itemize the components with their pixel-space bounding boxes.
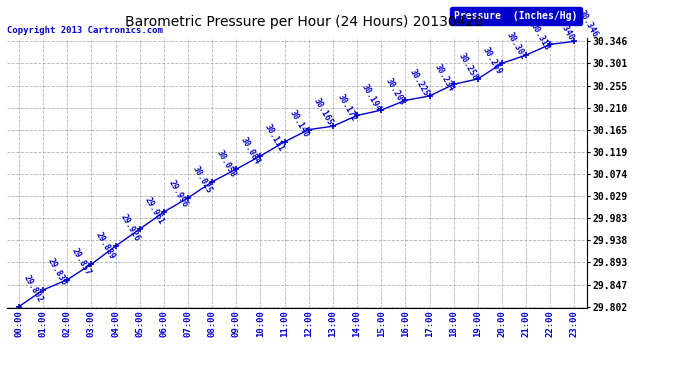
Text: 30.194: 30.194 <box>360 82 383 113</box>
Text: 30.340: 30.340 <box>553 11 576 42</box>
Pressure  (Inches/Hg) <box>450 82 458 87</box>
Pressure  (Inches/Hg) <box>87 262 95 266</box>
Pressure  (Inches/Hg) <box>63 278 72 282</box>
Text: 30.346: 30.346 <box>578 8 600 39</box>
Pressure  (Inches/Hg) <box>402 98 410 103</box>
Text: 30.318: 30.318 <box>529 22 552 52</box>
Text: 30.025: 30.025 <box>191 165 214 195</box>
Pressure  (Inches/Hg) <box>208 180 217 184</box>
Pressure  (Inches/Hg) <box>280 140 288 144</box>
Pressure  (Inches/Hg) <box>546 42 555 46</box>
Text: 30.172: 30.172 <box>336 93 359 123</box>
Legend: Pressure  (Inches/Hg): Pressure (Inches/Hg) <box>451 7 582 25</box>
Pressure  (Inches/Hg) <box>353 113 362 118</box>
Pressure  (Inches/Hg) <box>39 288 47 292</box>
Pressure  (Inches/Hg) <box>304 128 313 132</box>
Text: 30.140: 30.140 <box>288 108 310 139</box>
Text: 30.111: 30.111 <box>264 123 286 153</box>
Pressure  (Inches/Hg) <box>570 39 578 44</box>
Pressure  (Inches/Hg) <box>111 244 120 248</box>
Text: 30.269: 30.269 <box>481 46 504 76</box>
Pressure  (Inches/Hg) <box>425 94 433 98</box>
Pressure  (Inches/Hg) <box>329 124 337 129</box>
Text: 29.926: 29.926 <box>119 213 141 243</box>
Pressure  (Inches/Hg) <box>377 108 385 112</box>
Pressure  (Inches/Hg) <box>232 167 240 171</box>
Text: 30.205: 30.205 <box>384 77 407 107</box>
Text: Copyright 2013 Cartronics.com: Copyright 2013 Cartronics.com <box>7 26 163 35</box>
Text: 29.802: 29.802 <box>22 273 45 304</box>
Text: 29.889: 29.889 <box>95 231 117 261</box>
Text: 29.996: 29.996 <box>167 179 190 209</box>
Pressure  (Inches/Hg) <box>522 53 530 57</box>
Pressure  (Inches/Hg) <box>135 227 144 231</box>
Text: 30.258: 30.258 <box>457 51 480 81</box>
Line: Pressure  (Inches/Hg): Pressure (Inches/Hg) <box>15 38 578 310</box>
Text: 30.084: 30.084 <box>239 136 262 166</box>
Text: 30.301: 30.301 <box>505 30 528 60</box>
Text: 30.165: 30.165 <box>312 96 335 127</box>
Pressure  (Inches/Hg) <box>15 304 23 309</box>
Pressure  (Inches/Hg) <box>159 210 168 214</box>
Text: 30.058: 30.058 <box>215 148 238 179</box>
Pressure  (Inches/Hg) <box>184 196 192 200</box>
Text: 29.961: 29.961 <box>143 196 166 226</box>
Text: 30.234: 30.234 <box>433 63 455 93</box>
Text: Barometric Pressure per Hour (24 Hours) 20130420: Barometric Pressure per Hour (24 Hours) … <box>125 15 482 29</box>
Text: 29.857: 29.857 <box>70 246 93 277</box>
Text: 29.836: 29.836 <box>46 257 69 287</box>
Pressure  (Inches/Hg) <box>257 154 265 158</box>
Text: 30.225: 30.225 <box>408 67 431 98</box>
Pressure  (Inches/Hg) <box>473 76 482 81</box>
Pressure  (Inches/Hg) <box>498 61 506 66</box>
